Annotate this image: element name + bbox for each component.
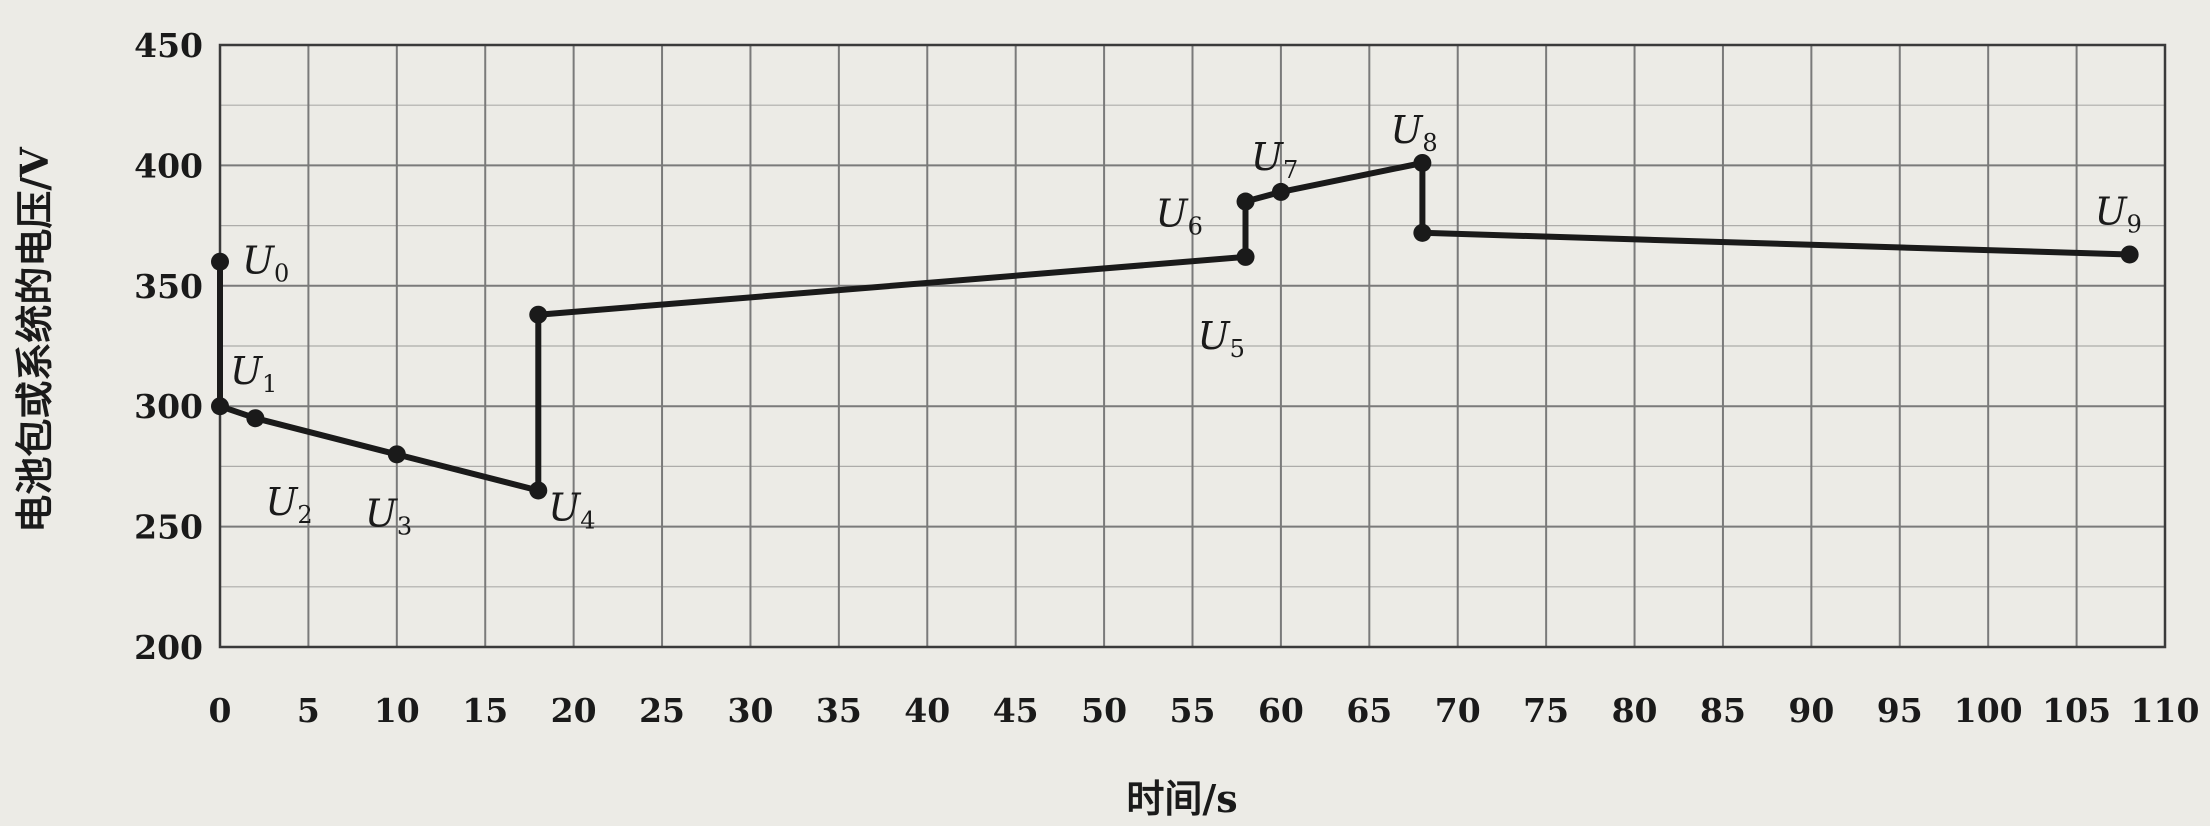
y-tick-label: 350 [134,267,203,306]
data-point [529,481,548,500]
x-tick-label: 40 [904,691,950,730]
x-tick-label: 35 [816,691,862,730]
data-point [1271,182,1290,201]
x-tick-label: 60 [1258,691,1304,730]
x-tick-label: 20 [551,691,597,730]
y-tick-label: 250 [134,508,203,547]
data-point [211,397,229,416]
y-tick-label: 450 [134,26,203,65]
x-tick-label: 110 [2131,691,2200,730]
grid-layer [218,43,2167,649]
x-tick-label: 85 [1700,691,1746,730]
y-tick-label: 400 [134,146,203,185]
tick-labels: 0 5 10 15 20 25 30 35 40 45 50 55 60 65 70 75 80 85 90 95 10… [134,26,2199,730]
x-tick-label: 70 [1435,691,1481,730]
x-tick-label: 90 [1788,691,1834,730]
data-point [1413,223,1432,242]
data-point [529,305,548,324]
point-label: U5 [1198,314,1245,363]
point-label: U2 [265,480,312,529]
x-axis-title: 时间/s [1126,776,1237,821]
x-tick-label: 25 [639,691,685,730]
point-label: U4 [548,485,595,534]
point-label: U7 [1251,135,1298,184]
data-point [387,445,406,464]
x-tick-label: 30 [727,691,773,730]
x-tick-label: 10 [374,691,420,730]
point-labels: U0 U1 U2 U3 U4 U5 U6 U7 U8 U9 [230,108,2142,540]
x-tick-label: 100 [1954,691,2023,730]
point-label: U0 [242,239,289,288]
x-tick-label: 45 [993,691,1039,730]
x-tick-label: 75 [1523,691,1569,730]
x-tick-label: 5 [297,691,320,730]
x-tick-label: 95 [1877,691,1923,730]
x-tick-label: 80 [1612,691,1658,730]
x-tick-label: 105 [2042,691,2111,730]
point-label: U1 [230,349,277,398]
x-tick-label: 50 [1081,691,1127,730]
y-axis-title: 电池包或系统的电压/V [12,146,57,533]
data-point [1413,153,1432,172]
data-point [1236,247,1255,266]
point-label: U3 [365,491,412,540]
data-point [246,409,265,428]
point-label: U9 [2095,189,2142,238]
x-tick-label: 65 [1346,691,1392,730]
y-tick-label: 300 [134,387,203,426]
data-point [2120,245,2139,264]
x-tick-label: 0 [209,691,232,730]
point-label: U8 [1390,108,1437,157]
point-label: U6 [1156,192,1203,241]
y-tick-label: 200 [134,628,203,667]
x-tick-label: 15 [462,691,508,730]
series-layer [211,153,2139,500]
x-tick-label: 55 [1170,691,1216,730]
data-point [211,252,229,271]
data-point [1236,192,1255,211]
